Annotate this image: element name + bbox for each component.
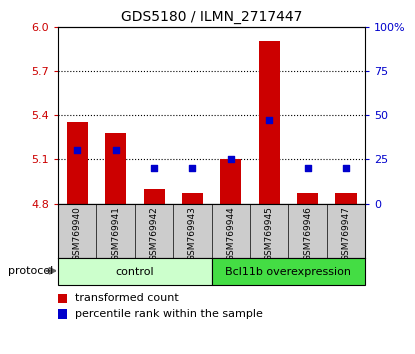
Point — [74, 148, 81, 153]
Text: protocol: protocol — [8, 266, 54, 276]
Text: GSM769942: GSM769942 — [149, 206, 159, 261]
Point — [266, 118, 273, 123]
Text: GSM769946: GSM769946 — [303, 206, 312, 261]
Bar — [259, 41, 280, 204]
Bar — [212, 258, 365, 285]
Point — [151, 165, 157, 171]
Bar — [105, 133, 126, 204]
Text: GSM769943: GSM769943 — [188, 206, 197, 261]
Text: GSM769945: GSM769945 — [265, 206, 274, 261]
Bar — [58, 258, 212, 285]
Text: control: control — [115, 267, 154, 277]
Text: Bcl11b overexpression: Bcl11b overexpression — [225, 267, 352, 277]
Point — [189, 165, 196, 171]
Text: transformed count: transformed count — [75, 293, 178, 303]
Text: GSM769941: GSM769941 — [111, 206, 120, 261]
Bar — [182, 193, 203, 204]
Point — [112, 148, 119, 153]
Bar — [297, 193, 318, 204]
Bar — [67, 122, 88, 204]
Text: GSM769940: GSM769940 — [73, 206, 82, 261]
Point — [343, 165, 349, 171]
Point — [304, 165, 311, 171]
Text: GSM769947: GSM769947 — [342, 206, 351, 261]
Bar — [144, 189, 165, 204]
Bar — [220, 159, 242, 204]
Bar — [335, 193, 356, 204]
Text: GSM769944: GSM769944 — [226, 206, 235, 261]
Point — [227, 156, 234, 162]
Text: percentile rank within the sample: percentile rank within the sample — [75, 309, 263, 319]
Title: GDS5180 / ILMN_2717447: GDS5180 / ILMN_2717447 — [121, 10, 303, 24]
